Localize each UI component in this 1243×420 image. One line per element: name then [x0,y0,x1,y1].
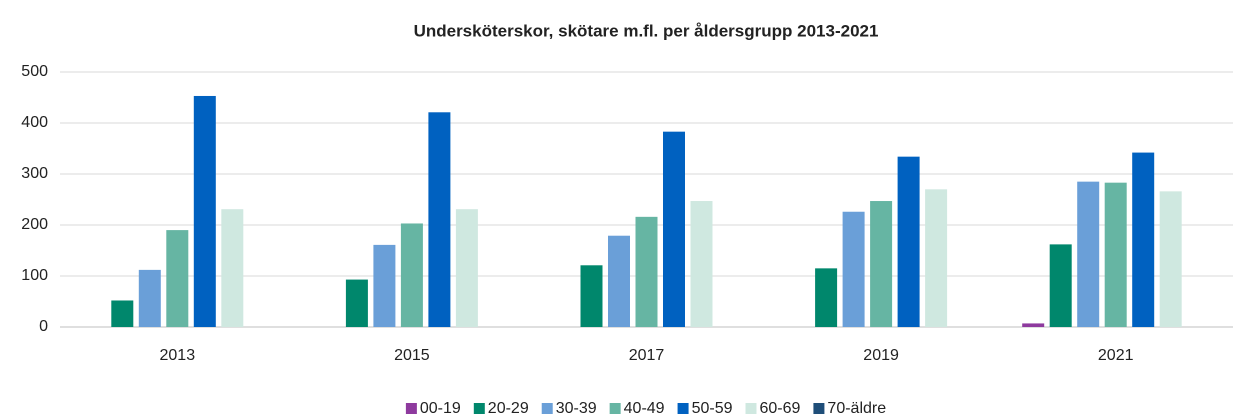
bar [690,201,713,327]
chart-title: Undersköterskor, skötare m.fl. per ålder… [414,21,879,40]
legend-swatch [677,403,689,414]
legend-item: 00-19 [405,400,461,417]
legend-label: 70-äldre [827,400,886,417]
bar [663,131,685,327]
bar [1104,182,1127,327]
bar [1159,191,1182,327]
bar [608,235,630,327]
legend-swatch [473,403,485,414]
x-tick-label: 2013 [160,347,196,364]
legend-label: 20-29 [488,400,529,417]
y-tick-label: 100 [21,267,48,284]
bar [870,201,893,327]
bar [580,265,603,327]
bar [373,244,396,327]
legend-label: 30-39 [556,400,597,417]
bar [166,230,189,327]
y-tick-label: 300 [21,165,48,182]
bar [193,95,216,327]
y-tick-label: 500 [21,63,48,80]
bar [1132,152,1155,327]
x-tick-label: 2019 [863,347,899,364]
y-tick-label: 200 [21,216,48,233]
y-tick-label: 400 [21,114,48,131]
x-tick-label: 2021 [1098,347,1134,364]
bar [1022,323,1045,327]
bar [428,112,451,327]
legend-item: 40-49 [609,400,665,417]
legend-item: 50-59 [677,400,733,417]
x-tick-label: 2017 [629,347,665,364]
bar [138,269,161,327]
x-tick-label: 2015 [394,347,430,364]
bar [111,300,134,327]
legend-swatch [745,403,757,414]
legend-item: 60-69 [745,400,801,417]
bar [345,279,368,327]
bar [221,209,244,327]
bar [635,216,658,327]
legend-swatch [541,403,553,414]
legend-label: 50-59 [692,400,733,417]
bar [400,223,423,327]
bar [925,189,948,327]
legend: 00-19 20-29 30-39 40-49 50-59 60-69 70-äldre [405,400,886,417]
legend-label: 00-19 [420,400,461,417]
bar [1077,181,1100,327]
bar [455,209,478,327]
legend-item: 70-äldre [813,400,886,417]
legend-swatch [405,403,417,414]
bar [897,156,920,327]
legend-item: 20-29 [473,400,529,417]
bar [1049,244,1072,327]
legend-swatch [609,403,621,414]
legend-label: 60-69 [759,400,800,417]
legend-item: 30-39 [541,400,597,417]
bar [842,211,865,327]
bar [815,268,838,327]
legend-swatch [813,403,825,414]
y-tick-label: 0 [39,318,48,335]
legend-label: 40-49 [624,400,665,417]
